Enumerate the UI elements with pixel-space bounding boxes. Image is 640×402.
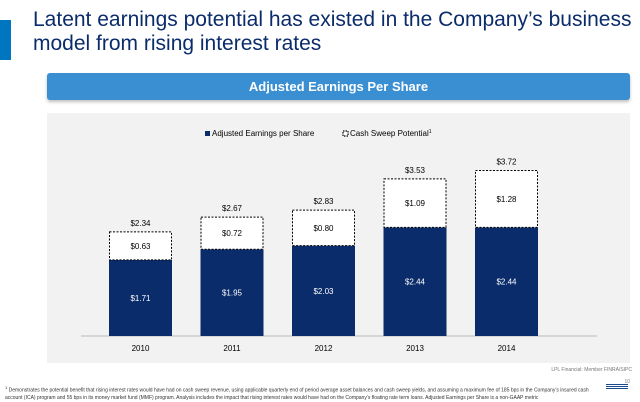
data-label-cash-sweep: $1.28: [496, 195, 517, 204]
x-tick-label: 2010: [132, 344, 150, 353]
x-tick-label: 2013: [406, 344, 424, 353]
data-label-total: $2.83: [313, 197, 334, 206]
bar-cash-sweep: [475, 169, 538, 228]
bar-cash-sweep: [109, 231, 172, 261]
stacked-bar-chart: Adjusted Earnings per Share Cash Sweep Po…: [81, 129, 597, 353]
bar-eps: [109, 259, 172, 336]
bar-cash-sweep: [292, 209, 355, 247]
data-label-cash-sweep: $0.63: [130, 242, 151, 251]
data-label-eps: $1.95: [222, 289, 243, 298]
data-label-total: $3.72: [496, 157, 517, 166]
accent-bar: [0, 20, 11, 60]
x-tick-label: 2014: [498, 344, 516, 353]
data-label-cash-sweep: $1.09: [405, 199, 426, 208]
legend-swatch-eps: [205, 131, 210, 136]
footnote: 1 Demonstrates the potential benefit tha…: [5, 384, 600, 402]
bar-cash-sweep: [200, 216, 264, 250]
bar-cash-sweep: [383, 178, 447, 228]
bar-eps: [292, 245, 355, 336]
data-label-total: $2.34: [130, 219, 151, 228]
legend-swatch-cash-sweep: [342, 130, 349, 137]
x-tick-label: 2012: [315, 344, 333, 353]
data-label-cash-sweep: $0.72: [222, 229, 243, 238]
data-label-eps: $2.44: [405, 278, 426, 287]
bar-eps: [475, 227, 538, 336]
chart-banner: Adjusted Earnings Per Share: [47, 73, 630, 100]
data-label-eps: $2.03: [313, 287, 334, 296]
legend-label-cash-sweep: Cash Sweep Potential1: [350, 129, 432, 138]
chart-panel: Adjusted Earnings per Share Cash Sweep Po…: [47, 113, 630, 363]
footer-stripes: [606, 384, 628, 390]
footnote-marker: 1: [5, 385, 8, 390]
data-label-eps: $2.44: [496, 278, 517, 287]
data-label-eps: $1.71: [130, 294, 151, 303]
page-title: Latent earnings potential has existed in…: [33, 8, 632, 55]
data-label-total: $2.67: [222, 204, 243, 213]
data-label-cash-sweep: $0.80: [313, 224, 334, 233]
bar-eps: [200, 249, 264, 336]
x-tick-label: 2011: [223, 344, 241, 353]
footnote-text: Demonstrates the potential benefit that …: [5, 387, 589, 401]
footer-firm: LPL Financial: Member FINRA/SIPC: [551, 367, 632, 373]
page-number: 10: [624, 379, 630, 385]
bar-eps: [383, 227, 447, 336]
data-label-total: $3.53: [405, 166, 426, 175]
legend-label-eps: Adjusted Earnings per Share: [212, 129, 315, 138]
